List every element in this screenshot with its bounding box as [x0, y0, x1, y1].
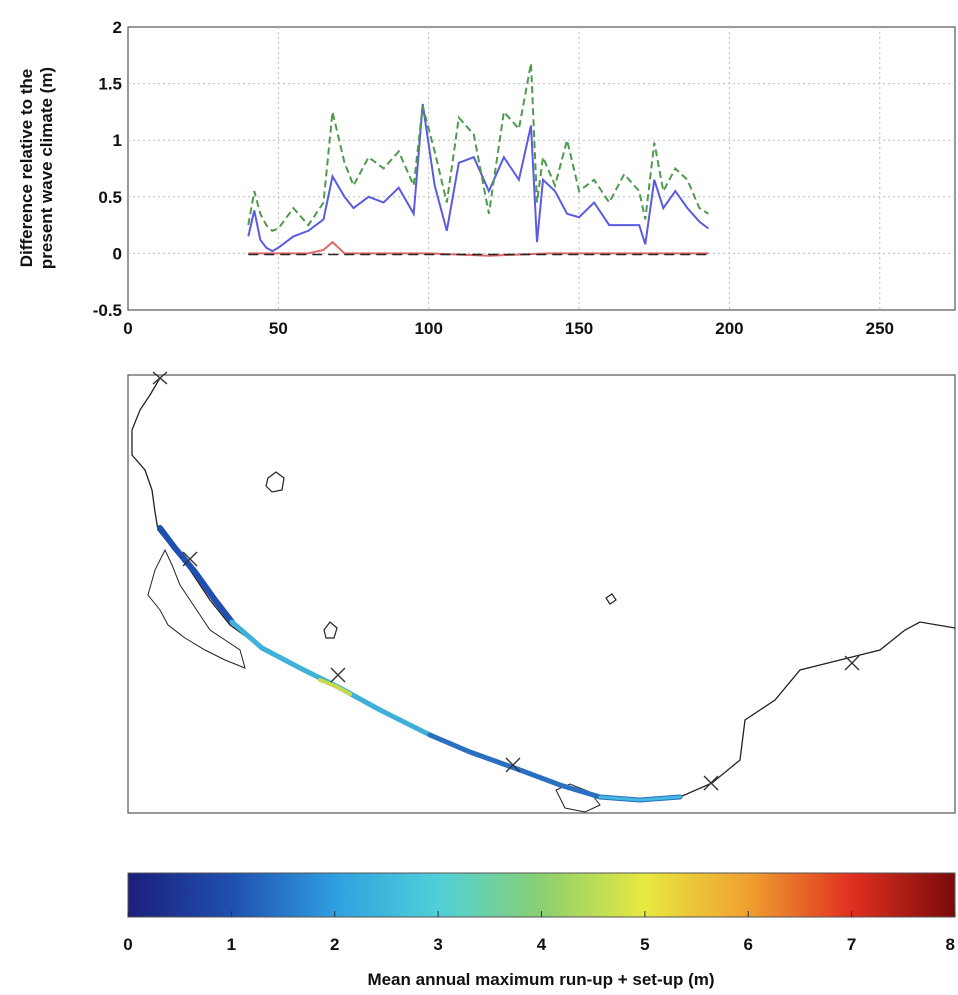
series-line-3: [248, 240, 709, 257]
series-line-1: [247, 103, 710, 253]
x-tick-labels: 0 50 100 150 200 250: [123, 319, 894, 338]
colorbar-gradient: [127, 872, 956, 918]
series-group: [247, 63, 710, 257]
runup-band-yellow: [318, 678, 352, 696]
x-tick-label: 100: [415, 319, 443, 338]
colorbar: 0 1 2 3 4 5 6 7 8 Mean annual maximum run-up + s…: [123, 872, 956, 989]
y-tick-label: 0.5: [98, 188, 122, 207]
series-line-2: [247, 63, 709, 232]
y-tick-label: 0: [113, 244, 122, 263]
colorbar-tick-label: 3: [433, 935, 442, 954]
y-axis-label-line-2: present wave climate (m): [37, 67, 56, 269]
x-tick-label: 150: [565, 319, 593, 338]
plot-area: [127, 26, 956, 311]
colorbar-tick-label: 6: [744, 935, 753, 954]
y-tick-label: -0.5: [93, 301, 122, 320]
map-frame: [127, 374, 956, 814]
y-axis-label-line-1: Difference relative to the: [17, 69, 36, 267]
island-b: [323, 621, 338, 639]
inner-shoreline: [147, 548, 246, 669]
x-tick-label: 0: [123, 319, 132, 338]
colorbar-tick-labels: 0 1 2 3 4 5 6 7 8: [123, 911, 956, 954]
difference-line-chart: 0 50 100 150 200 250 -0.500.511.52 Difference…: [17, 18, 956, 338]
x-tick-label: 200: [715, 319, 743, 338]
y-tick-label: 2: [113, 18, 122, 37]
reef-patch: [555, 783, 601, 813]
colorbar-tick-label: 7: [847, 935, 856, 954]
colorbar-tick-label: 4: [537, 935, 547, 954]
colorbar-tick-label: 1: [227, 935, 236, 954]
profile-markers: [152, 371, 860, 791]
runup-band-deep: [157, 525, 235, 625]
colorbar-tick-label: 8: [946, 935, 955, 954]
y-tick-labels: -0.5 0 0.5 1 1.5 2: [93, 18, 122, 320]
runup-band-mid: [229, 619, 433, 738]
x-tick-label: 50: [269, 319, 288, 338]
colorbar-tick-label: 2: [330, 935, 339, 954]
grid: [128, 27, 955, 310]
runup-band-tip: [598, 795, 682, 802]
x-tick-label: 250: [866, 319, 894, 338]
colorbar-tick-label: 5: [640, 935, 649, 954]
island-a: [265, 471, 285, 493]
island-c: [605, 593, 617, 605]
colorbar-label: Mean annual maximum run-up + set-up (m): [367, 970, 714, 989]
y-tick-label: 1: [113, 131, 122, 150]
colorbar-tick-label: 0: [123, 935, 132, 954]
y-tick-label: 1.5: [98, 75, 122, 94]
coastline-map: [127, 371, 956, 814]
